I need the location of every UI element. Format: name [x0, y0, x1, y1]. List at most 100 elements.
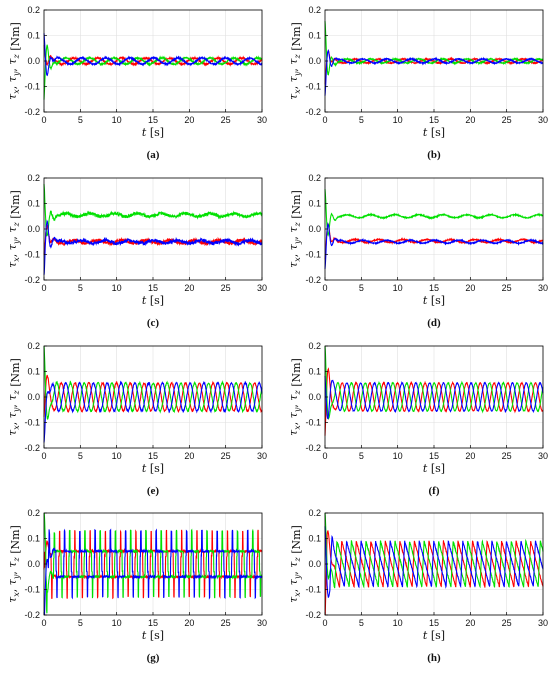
y-axis-label: τx, τy, τz [Nm] [287, 22, 303, 100]
x-tick-label: 0 [41, 115, 46, 125]
x-axis-label: t [s] [142, 294, 164, 307]
series-line [43, 219, 263, 276]
series-line [43, 528, 263, 616]
x-tick-label: 5 [359, 618, 364, 628]
x-tick-label: 25 [221, 283, 231, 293]
x-tick-label: 0 [41, 618, 46, 628]
y-tick-label: -0.1 [24, 82, 40, 92]
series-line [43, 512, 263, 614]
x-tick-label: 30 [257, 618, 267, 628]
y-tick-label: 0.2 [27, 508, 40, 518]
series-line [43, 380, 263, 443]
series-line [324, 21, 544, 76]
series-line [324, 526, 544, 598]
y-tick-label: -0.1 [305, 82, 321, 92]
x-tick-label: 10 [112, 618, 122, 628]
y-tick-label: -0.1 [24, 250, 40, 260]
chart-panel: 0.2 0.1 0.0 -0.1 -0.20 5 10 15 20 25 30 t [s] τx, τy… [287, 173, 548, 329]
x-tick-label: 10 [393, 283, 403, 293]
y-tick-label: -0.1 [305, 250, 321, 260]
x-tick-label: 10 [112, 115, 122, 125]
y-tick-label: -0.2 [305, 275, 321, 285]
x-tick-label: 15 [148, 451, 158, 461]
series-line [324, 512, 544, 589]
y-tick-label: 0.0 [308, 224, 321, 234]
y-tick-label: 0.2 [308, 173, 321, 183]
chart-panel: 0.2 0.1 0.0 -0.1 -0.20 5 10 15 20 25 30 t [s] τx, τy… [287, 5, 548, 161]
x-tick-label: 30 [538, 451, 548, 461]
panel-caption: (d) [427, 317, 441, 329]
chart-panel: 0.2 0.1 0.0 -0.1 -0.20 5 10 15 20 25 30 t [s] τx, τy… [6, 173, 267, 329]
x-tick-label: 15 [429, 283, 439, 293]
x-tick-label: 15 [429, 618, 439, 628]
series-line [324, 189, 544, 237]
x-tick-label: 10 [393, 451, 403, 461]
x-tick-label: 25 [502, 115, 512, 125]
chart-panel: 0.2 0.1 0.0 -0.1 -0.20 5 10 15 20 25 30 t [s] τx, τy… [6, 508, 267, 664]
y-tick-label: 0.0 [308, 56, 321, 66]
y-tick-label: 0.0 [27, 559, 40, 569]
series-line [324, 375, 544, 420]
chart-panel: 0.2 0.1 0.0 -0.1 -0.20 5 10 15 20 25 30 t [s] τx, τy… [6, 5, 267, 161]
x-tick-label: 20 [184, 283, 194, 293]
x-tick-label: 30 [257, 283, 267, 293]
x-tick-label: 0 [41, 283, 46, 293]
y-tick-label: 0.1 [27, 31, 40, 41]
chart-panel: 0.2 0.1 0.0 -0.1 -0.20 5 10 15 20 25 30 t [s] τx, τy… [6, 341, 267, 497]
x-axis-label: t [s] [423, 294, 445, 307]
x-tick-label: 20 [184, 115, 194, 125]
x-tick-label: 15 [429, 451, 439, 461]
series-line [324, 48, 544, 96]
panel-caption: (f) [429, 485, 440, 497]
x-tick-label: 20 [465, 115, 475, 125]
x-tick-label: 25 [502, 451, 512, 461]
x-tick-label: 20 [465, 283, 475, 293]
x-tick-label: 30 [538, 283, 548, 293]
y-tick-label: 0.2 [308, 341, 321, 351]
x-axis-label: t [s] [142, 629, 164, 642]
y-tick-label: 0.1 [27, 367, 40, 377]
x-tick-label: 0 [41, 451, 46, 461]
y-axis-label: τx, τy, τz [Nm] [6, 358, 22, 436]
x-tick-label: 5 [78, 618, 83, 628]
y-tick-label: -0.2 [24, 107, 40, 117]
y-tick-label: 0.0 [27, 56, 40, 66]
x-tick-label: 10 [393, 115, 403, 125]
x-tick-label: 30 [257, 451, 267, 461]
series-line [324, 222, 544, 260]
panel-caption: (b) [427, 149, 441, 161]
y-tick-label: 0.0 [308, 392, 321, 402]
series-line [324, 345, 544, 420]
x-tick-label: 5 [359, 283, 364, 293]
y-tick-label: -0.2 [24, 610, 40, 620]
panel-caption: (e) [147, 485, 160, 497]
y-tick-label: 0.1 [308, 199, 321, 209]
y-tick-label: -0.1 [24, 418, 40, 428]
x-tick-label: 25 [502, 283, 512, 293]
x-tick-label: 20 [184, 618, 194, 628]
series-line [324, 530, 544, 616]
grid [43, 177, 263, 281]
y-tick-label: 0.0 [27, 392, 40, 402]
x-tick-label: 0 [322, 451, 327, 461]
x-axis-label: t [s] [423, 126, 445, 139]
panel-caption: (c) [147, 317, 160, 329]
y-tick-label: 0.2 [308, 5, 321, 15]
y-tick-label: -0.2 [24, 275, 40, 285]
y-tick-label: 0.2 [27, 5, 40, 15]
x-tick-label: 5 [78, 283, 83, 293]
x-tick-label: 0 [322, 115, 327, 125]
series-line [43, 374, 263, 417]
x-tick-label: 20 [465, 618, 475, 628]
x-tick-label: 30 [257, 115, 267, 125]
series-line [43, 183, 263, 237]
x-tick-label: 15 [148, 115, 158, 125]
x-tick-label: 25 [221, 451, 231, 461]
x-tick-label: 0 [322, 283, 327, 293]
series-line [324, 222, 544, 269]
y-tick-label: 0.1 [27, 534, 40, 544]
panel-caption: (a) [147, 149, 160, 161]
x-axis-label: t [s] [423, 629, 445, 642]
series-line [43, 44, 263, 100]
y-tick-label: 0.1 [308, 534, 321, 544]
